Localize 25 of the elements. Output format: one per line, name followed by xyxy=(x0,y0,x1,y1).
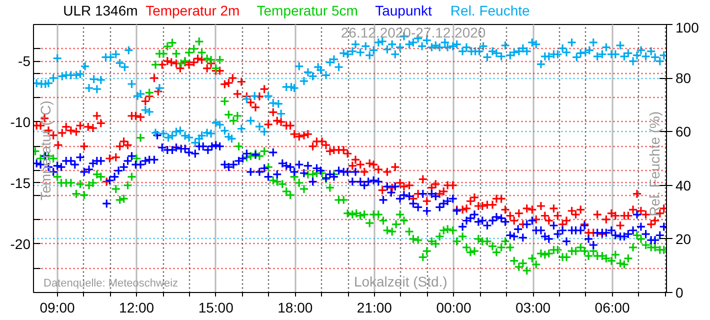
x-tick-label: 06:00 xyxy=(594,300,630,316)
y-tick-label: -20 xyxy=(10,236,31,252)
x-tick-label: 00:00 xyxy=(436,300,472,316)
y2-tick-label: 20 xyxy=(676,230,692,247)
y-axis-title: Temperatur (°C) xyxy=(38,100,54,200)
x-tick-label: 12:00 xyxy=(119,300,154,316)
chart-title: ULR 1346m xyxy=(63,2,138,18)
x-tick-label: 03:00 xyxy=(516,300,551,316)
series-label: Rel. Feuchte xyxy=(450,2,530,18)
y2-axis-title: Rel. Feuchte (%) xyxy=(646,111,662,216)
x-tick-label: 09:00 xyxy=(40,300,76,316)
x-tick-label: 15:00 xyxy=(198,300,234,316)
text: Taupunkt xyxy=(375,2,432,18)
text: Temperatur 5cm xyxy=(256,2,358,18)
y-tick-label: -5 xyxy=(18,53,31,70)
y2-tick-label: 60 xyxy=(676,124,692,140)
x-tick-label: 21:00 xyxy=(356,300,392,316)
y2-tick-label: 100 xyxy=(676,20,700,36)
y-tick-label: -15 xyxy=(10,174,31,191)
y-tick-label: -10 xyxy=(10,114,31,130)
text: Temperatur 2m xyxy=(146,2,240,18)
y2-tick-label: 0 xyxy=(676,284,684,300)
y2-tick-label: 40 xyxy=(676,177,692,194)
y2-tick-label: 80 xyxy=(676,70,692,86)
x-tick-label: 18:00 xyxy=(278,300,313,316)
